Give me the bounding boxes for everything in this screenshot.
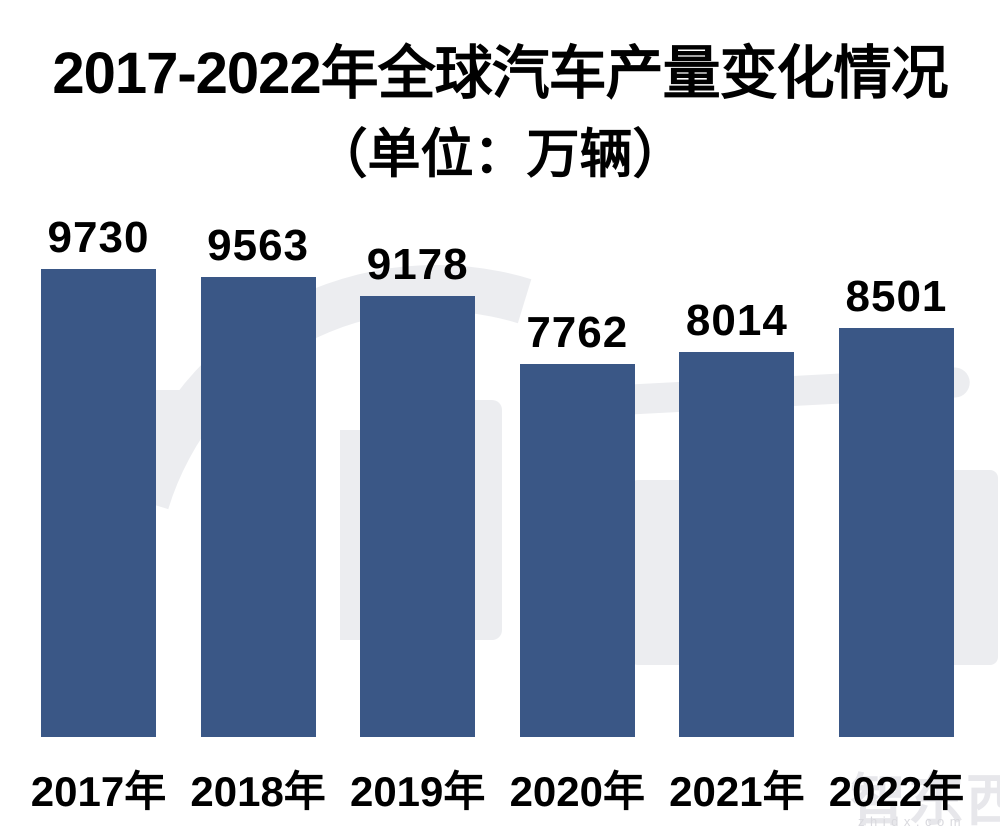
x-axis-label-box: 2019年 — [350, 737, 485, 840]
bar — [679, 352, 795, 737]
bar-value-label: 8014 — [685, 296, 788, 345]
watermark-site-url: zhidx.com — [858, 814, 967, 829]
x-axis-label: 2018年 — [190, 768, 326, 815]
bar-column: 9563 2018年 — [190, 0, 325, 840]
x-axis-label-box: 2017年 — [31, 737, 166, 840]
bar-column: 7762 2020年 — [510, 0, 645, 840]
x-axis-label: 2021年 — [669, 768, 805, 815]
x-axis-label: 2020年 — [509, 768, 645, 815]
x-axis-label: 2019年 — [349, 768, 486, 815]
bar — [360, 296, 476, 737]
bar-chart: 9730 2017年 9563 2018年 9178 2019年 7762 2020年 8014… — [31, 0, 964, 840]
bar — [838, 328, 954, 737]
bar — [41, 269, 156, 737]
bar — [200, 277, 316, 737]
x-axis-label-box: 2018年 — [190, 737, 325, 840]
x-axis-label: 2017年 — [30, 768, 167, 815]
chart-subtitle: （单位：万辆） — [314, 125, 686, 184]
bar-column: 8501 2022年 — [829, 0, 964, 840]
bar-column: 9730 2017年 — [31, 0, 166, 840]
bar-value-label: 7762 — [526, 308, 629, 357]
x-axis-label-box: 2021年 — [669, 737, 804, 840]
x-axis-label-box: 2020年 — [510, 737, 645, 840]
bar — [519, 364, 635, 737]
bar-value-label: 9730 — [47, 213, 150, 262]
bar-value-label: 9178 — [366, 240, 469, 289]
bar-column: 8014 2021年 — [669, 0, 804, 840]
x-axis-label: 2022年 — [828, 768, 965, 815]
chart-title: 2017-2022年全球汽车产量变化情况 — [52, 41, 948, 106]
watermark-logo-text: 智东西 — [850, 769, 1000, 832]
x-axis-label-box: 2022年 — [829, 737, 964, 840]
bar-value-label: 8501 — [845, 272, 948, 321]
bar-column: 9178 2019年 — [350, 0, 485, 840]
bar-value-label: 9563 — [207, 221, 310, 270]
